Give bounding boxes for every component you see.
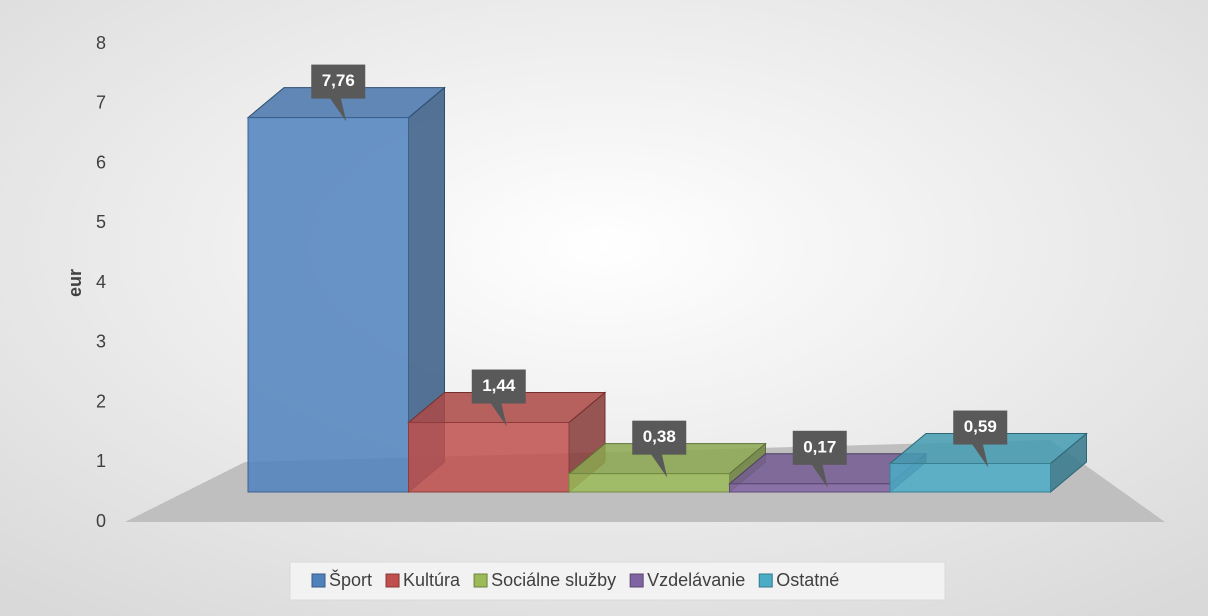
value-label: 0,17 [803,437,836,456]
y-tick-label: 2 [96,391,106,411]
value-label-box [632,420,687,455]
value-label: 7,76 [322,71,355,90]
label-callout [328,95,347,122]
value-label-box [953,410,1008,445]
legend-label: Sociálne služby [491,570,616,590]
label-callout [649,451,668,478]
y-tick-label: 3 [96,332,106,352]
legend-label: Šport [329,569,372,590]
y-tick-label: 7 [96,93,106,113]
label-callout [970,441,989,468]
y-axis-label: eur [65,269,85,297]
legend-label: Kultúra [403,570,461,590]
legend-label: Vzdelávanie [647,570,745,590]
value-label-box [311,64,366,99]
value-label: 1,44 [482,376,516,395]
bar [889,463,1051,493]
value-label: 0,59 [964,417,997,436]
legend-swatch [629,573,644,588]
y-tick-label: 5 [96,212,106,232]
value-label-box [471,369,526,404]
legend-swatch [758,573,773,588]
bar [247,117,409,493]
bar [729,483,891,493]
y-tick-label: 8 [96,33,106,53]
y-tick-label: 6 [96,152,106,172]
y-tick-label: 0 [96,511,106,531]
value-label: 0,38 [643,427,676,446]
bar [408,422,570,493]
y-tick-label: 4 [96,272,106,292]
legend-swatch [473,573,488,588]
label-callout [488,400,507,427]
value-label-box [792,430,847,465]
label-callout [809,461,828,488]
y-tick-label: 1 [96,451,106,471]
bar [568,473,730,493]
legend-label: Ostatné [776,570,839,590]
legend-swatch [311,573,326,588]
legend-swatch [385,573,400,588]
